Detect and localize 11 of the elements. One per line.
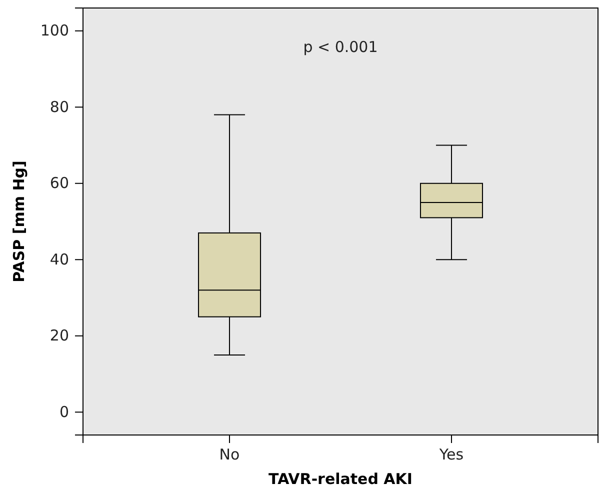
y-tick-label: 80: [50, 98, 69, 116]
x-axis-title: TAVR-related AKI: [268, 470, 412, 488]
y-tick-label: 40: [50, 250, 69, 268]
y-axis-title: PASP [mm Hg]: [10, 160, 28, 282]
annotation: p < 0.001: [303, 38, 378, 56]
x-tick-label: No: [219, 446, 240, 464]
y-tick-label: 60: [50, 174, 69, 192]
x-tick-label: Yes: [438, 446, 464, 464]
y-tick-label: 0: [59, 402, 69, 421]
y-tick-label: 20: [50, 326, 69, 345]
y-tick-label: 100: [40, 22, 69, 40]
